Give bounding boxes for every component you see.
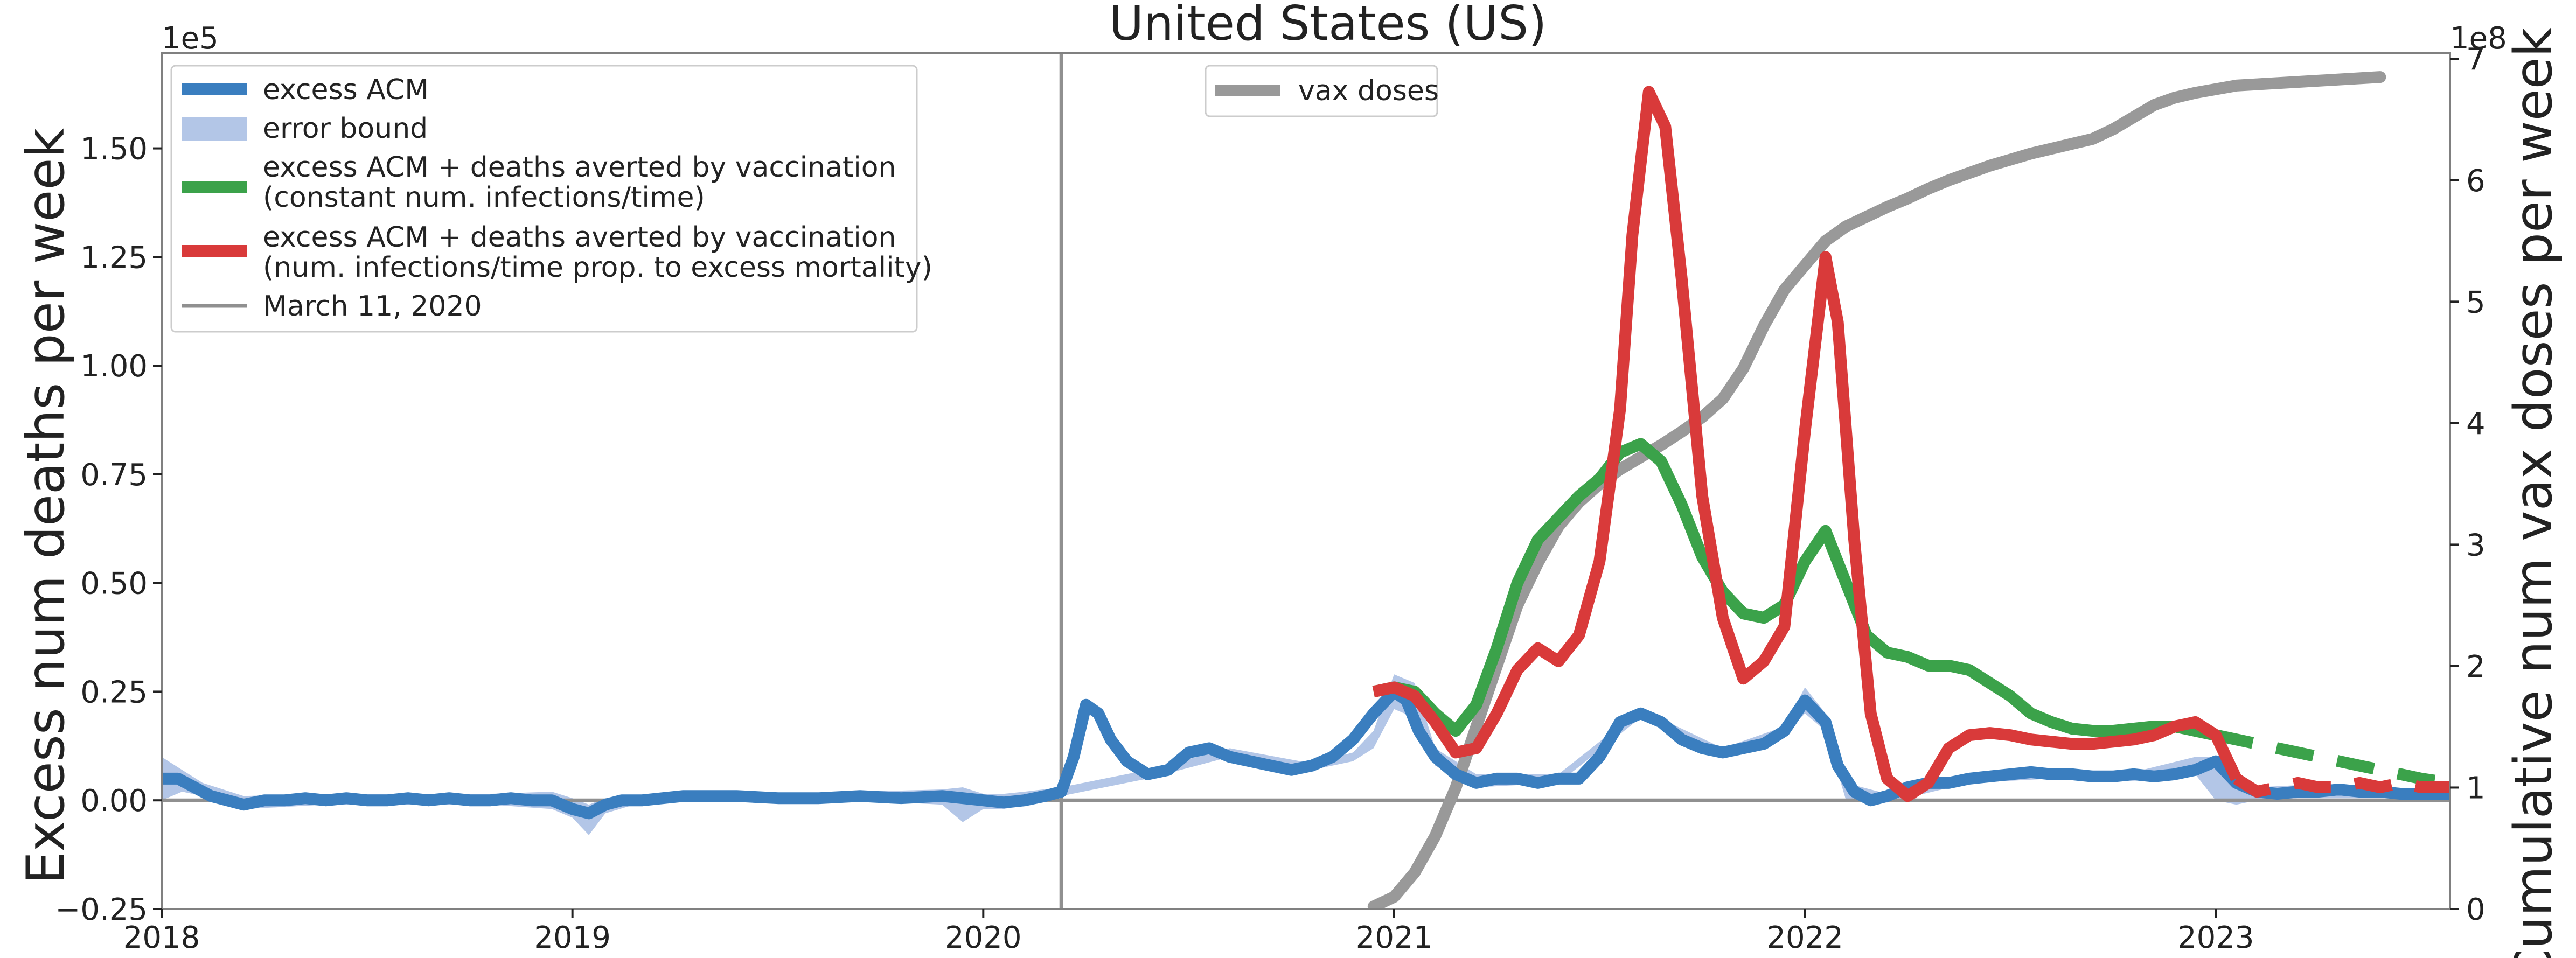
series-3-line xyxy=(1367,71,2386,909)
y-axis-right-title: Cumulative num vax doses per week xyxy=(2503,27,2564,958)
chart-title: United States (US) xyxy=(1109,0,1547,51)
y-right-tick-label: 2 xyxy=(2466,649,2486,684)
legend-label-vax-doses: vax doses xyxy=(1298,75,1439,107)
error-band xyxy=(162,674,2450,835)
series-2-line-solid xyxy=(1372,86,2242,802)
legend-left: excess ACM error bound excess ACM + deat… xyxy=(170,65,932,333)
y-right-tick-label: 4 xyxy=(2466,407,2486,442)
y-axis-left-title: Excess num deaths per week xyxy=(16,128,76,884)
axes-ticks: 2018 2019 2020 2021 2022 2023 −0.25 0.00 0.25 0.5… xyxy=(55,42,2485,955)
legend-left-frame xyxy=(170,65,918,333)
series-0-line xyxy=(162,686,2450,820)
plot-area xyxy=(161,52,2451,910)
y-left-tick-label: 1.00 xyxy=(80,349,148,384)
right-offset-label: 1e8 xyxy=(2450,21,2507,56)
legend-label-constant-infections-line1: excess ACM + deaths averted by vaccinati… xyxy=(263,151,896,184)
plot-frame xyxy=(161,52,2451,910)
y-right-tick-label: 6 xyxy=(2466,164,2486,199)
y-right-tick-label: 5 xyxy=(2466,285,2486,320)
legend-label-error-bound: error bound xyxy=(263,113,428,145)
x-tick-label: 2023 xyxy=(2177,920,2254,955)
y-left-tick-label: −0.25 xyxy=(55,892,148,927)
y-left-tick-label: 0.25 xyxy=(80,675,148,710)
legend-swatch-error-bound xyxy=(182,117,247,141)
y-left-tick-label: 0.00 xyxy=(80,784,148,819)
legend-label-prop-infections-line1: excess ACM + deaths averted by vaccinati… xyxy=(263,221,896,254)
legend-label-prop-infections-line2: (num. infections/time prop. to excess mo… xyxy=(263,251,932,284)
y-left-tick-label: 1.25 xyxy=(80,240,148,275)
left-offset-label: 1e5 xyxy=(162,21,219,56)
y-right-tick-label: 7 xyxy=(2466,42,2486,77)
legend-right-frame xyxy=(1205,65,1438,117)
y-left-tick-label: 0.75 xyxy=(80,458,148,493)
y-left-tick-label: 0.50 xyxy=(80,567,148,602)
series-1-line-dashed xyxy=(2215,729,2450,789)
legend-right: vax doses xyxy=(1205,65,1439,117)
legend-label-constant-infections-line2: (constant num. infections/time) xyxy=(263,181,705,214)
plot-series-group xyxy=(162,53,2450,909)
y-right-tick-label: 3 xyxy=(2466,528,2486,563)
x-tick-label: 2022 xyxy=(1766,920,1843,955)
x-tick-label: 2021 xyxy=(1356,920,1433,955)
x-tick-label: 2020 xyxy=(945,920,1022,955)
x-tick-label: 2019 xyxy=(534,920,611,955)
y-right-tick-label: 1 xyxy=(2466,771,2486,806)
x-tick-label: 2018 xyxy=(123,920,200,955)
legend-label-march-11: March 11, 2020 xyxy=(263,290,482,323)
y-left-tick-label: 1.50 xyxy=(80,132,148,167)
y-right-tick-label: 0 xyxy=(2466,892,2486,927)
legend-label-excess-acm: excess ACM xyxy=(263,74,429,106)
